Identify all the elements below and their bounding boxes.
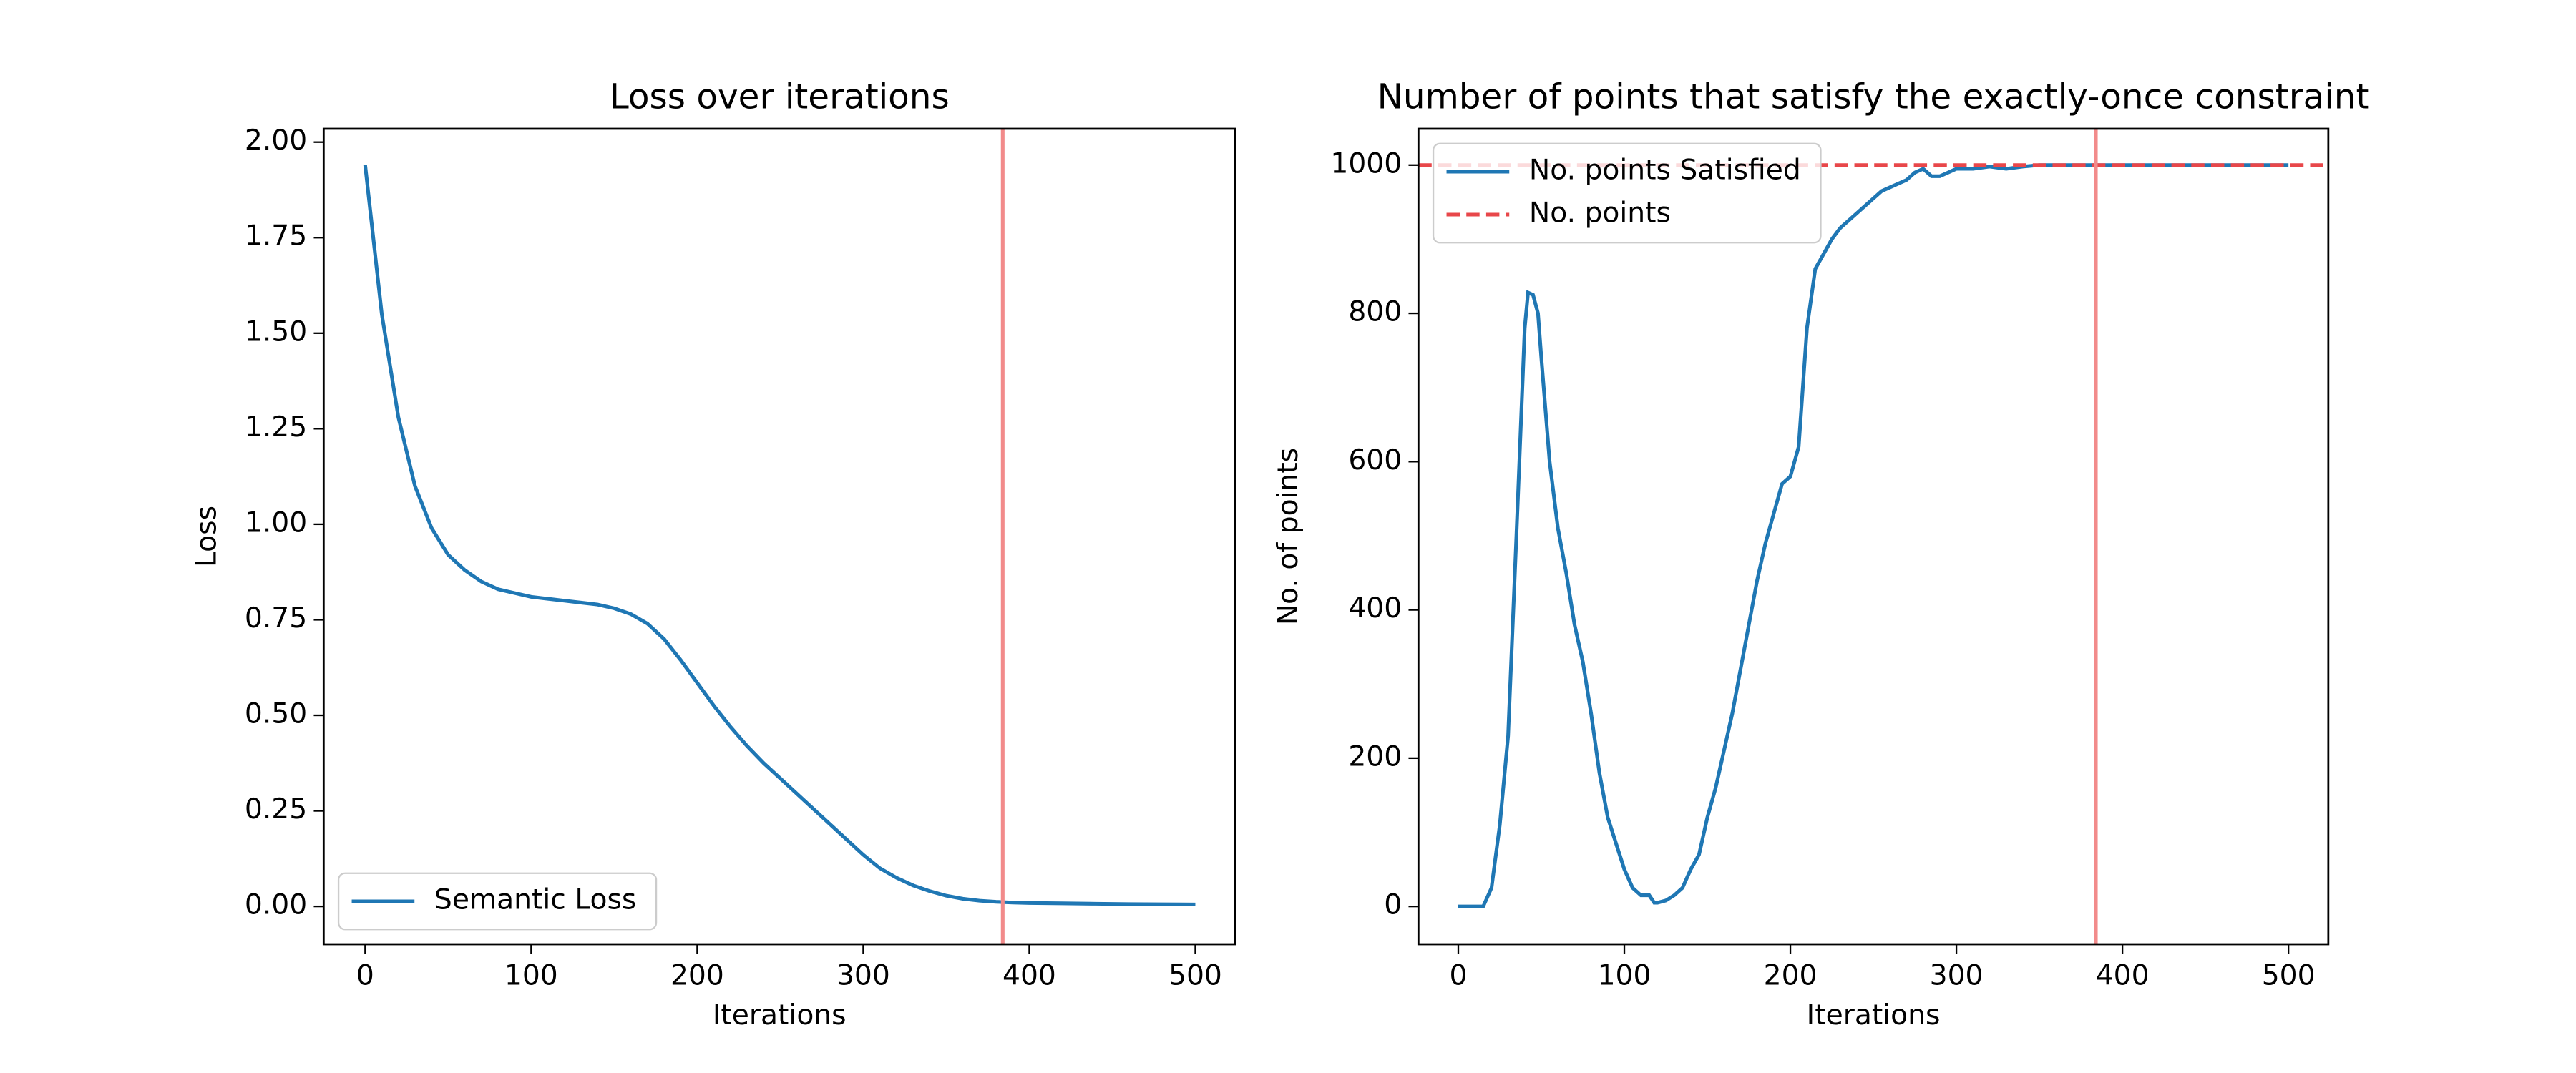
legend-label: No. points Satisfied: [1529, 155, 1801, 187]
chart-title: Loss over iterations: [610, 77, 950, 117]
y-tick-label: 1.00: [245, 506, 307, 539]
legend: Semantic Loss: [337, 872, 658, 931]
y-tick-label: 0.50: [245, 698, 307, 730]
y-tick-label: 0: [1384, 889, 1402, 921]
x-axis-label: Iterations: [713, 999, 847, 1032]
x-axis-label: Iterations: [1807, 999, 1941, 1032]
x-tick-label: 400: [2096, 960, 2150, 992]
plot-frame: [1417, 127, 2330, 946]
y-axis-label: Loss: [190, 506, 223, 567]
x-tick-label: 400: [1002, 960, 1056, 992]
line-series: [363, 165, 1196, 906]
legend-label: No. points: [1529, 197, 1671, 230]
x-tick-label: 100: [504, 960, 558, 992]
legend-box: [337, 872, 658, 931]
y-tick-label: 600: [1348, 444, 1402, 476]
y-axis-label: No. of points: [1272, 448, 1304, 625]
y-tick-label: 1.50: [245, 315, 307, 348]
y-tick-label: 2.00: [245, 124, 307, 157]
y-tick-label: 0.25: [245, 793, 307, 825]
legend-box: [1432, 142, 1822, 244]
x-tick-label: 300: [1930, 960, 1984, 992]
plot-frame: [322, 127, 1236, 946]
y-tick-label: 200: [1348, 740, 1402, 773]
x-tick-label: 0: [356, 960, 374, 992]
y-tick-label: 0.75: [245, 602, 307, 635]
legend-label: Semantic Loss: [434, 884, 636, 916]
x-tick-label: 500: [2262, 960, 2316, 992]
chart-title: Number of points that satisfy the exactl…: [1377, 77, 2370, 117]
chart: Loss over iterations Iterations Loss 0 100 20…: [190, 77, 1236, 1032]
y-tick-label: 800: [1348, 296, 1402, 328]
x-tick-label: 100: [1598, 960, 1652, 992]
y-tick-label: 0.00: [245, 889, 307, 921]
x-tick-label: 0: [1450, 960, 1468, 992]
x-tick-label: 200: [1764, 960, 1818, 992]
line-series: [1458, 163, 2289, 908]
chart: Number of points that satisfy the exactl…: [1272, 77, 2370, 1032]
y-tick-label: 400: [1348, 592, 1402, 624]
y-tick-label: 1.25: [245, 411, 307, 444]
x-tick-label: 300: [836, 960, 890, 992]
y-tick-label: 1.75: [245, 220, 307, 253]
y-tick-label: 1000: [1330, 147, 1402, 180]
x-tick-label: 500: [1169, 960, 1222, 992]
x-tick-label: 200: [670, 960, 724, 992]
legend: No. points Satisfied No. points: [1432, 142, 1822, 244]
